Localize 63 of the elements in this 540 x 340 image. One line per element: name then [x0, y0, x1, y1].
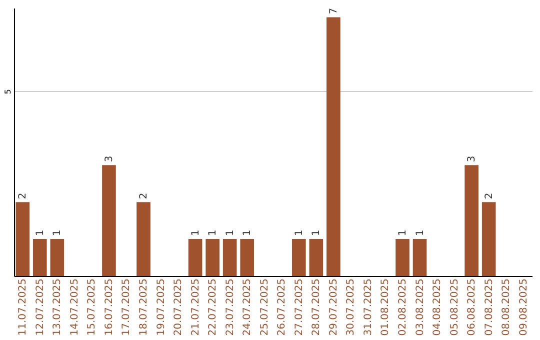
data-label: 3 [466, 156, 478, 162]
x-tick-label: 06.08.2025 [466, 278, 478, 336]
data-label: 3 [104, 156, 115, 162]
x-tick-label: 08.08.2025 [501, 278, 512, 336]
x-tick-label: 28.07.2025 [311, 278, 322, 336]
bar [136, 202, 150, 276]
x-tick-label: 21.07.2025 [190, 278, 202, 336]
bar [32, 239, 47, 276]
bar [482, 202, 496, 276]
x-tick-label: 13.07.2025 [52, 278, 64, 336]
x-tick-label: 02.08.2025 [398, 278, 408, 336]
bar [412, 239, 427, 276]
x-tick-label: 27.07.2025 [294, 278, 305, 336]
data-label: 1 [398, 230, 408, 236]
x-tick-label: 17.07.2025 [121, 278, 132, 336]
bar [464, 165, 478, 276]
bar [240, 239, 254, 276]
x-tick-label: 01.08.2025 [380, 278, 392, 336]
x-tick-label: 20.07.2025 [173, 278, 184, 336]
x-tick-label: 12.07.2025 [34, 278, 46, 336]
x-tick-label: 09.08.2025 [518, 278, 530, 336]
x-tick-label: 15.07.2025 [86, 278, 98, 336]
x-tick-label: 19.07.2025 [156, 278, 167, 336]
data-label: 1 [414, 230, 426, 236]
x-tick-label: 18.07.2025 [138, 278, 150, 336]
data-label: 2 [138, 192, 150, 200]
x-tick-label: 23.07.2025 [224, 278, 236, 336]
x-tick-label: 30.07.2025 [346, 278, 357, 336]
bar [50, 239, 64, 276]
data-label: 1 [311, 230, 322, 236]
x-tick-label: 16.07.2025 [104, 278, 115, 336]
x-tick-label: 22.07.2025 [208, 278, 219, 336]
x-tick-label: 07.08.2025 [484, 278, 495, 336]
x-tick-label: 14.07.2025 [69, 278, 80, 336]
bar [292, 239, 306, 276]
data-label: 1 [52, 230, 64, 236]
data-label: 2 [18, 192, 29, 200]
x-tick-label: 11.07.2025 [18, 278, 29, 336]
x-tick-label: 04.08.2025 [432, 278, 444, 336]
x-tick-label: 24.07.2025 [242, 278, 254, 336]
data-label: 1 [224, 230, 236, 236]
data-label: 7 [328, 8, 340, 14]
bar [188, 239, 202, 276]
bar [222, 239, 237, 276]
data-label: 1 [208, 230, 219, 236]
x-tick-label: 05.08.2025 [449, 278, 460, 336]
data-label: 1 [242, 230, 254, 236]
x-tick-label: 29.07.2025 [328, 278, 340, 336]
x-tick-label: 31.07.2025 [362, 278, 374, 336]
x-tick-label: 26.07.2025 [276, 278, 288, 336]
bar [16, 202, 30, 276]
bar [206, 239, 220, 276]
bar [396, 239, 410, 276]
data-label: 1 [294, 230, 305, 236]
y-tick-label: 5 [4, 89, 12, 94]
x-tick-label: 25.07.2025 [259, 278, 270, 336]
data-label: 2 [484, 192, 495, 200]
data-label: 1 [190, 230, 202, 236]
bar [309, 239, 324, 276]
bar [326, 17, 340, 276]
x-tick-label: 03.08.2025 [414, 278, 426, 336]
data-label: 1 [34, 230, 46, 236]
bar [102, 165, 116, 276]
